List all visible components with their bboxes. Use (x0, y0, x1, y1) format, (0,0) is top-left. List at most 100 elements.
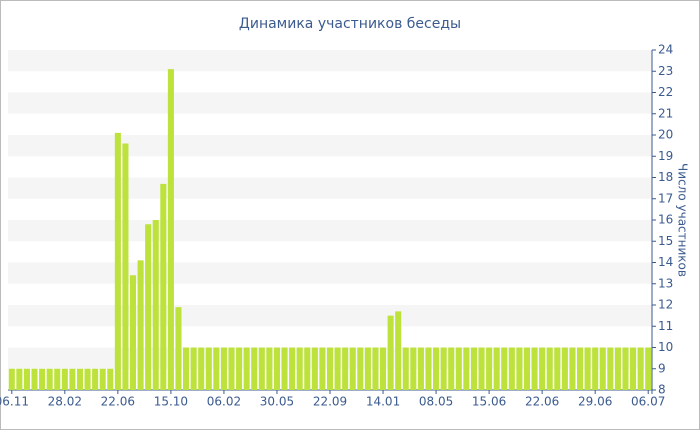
bar (183, 347, 190, 390)
chart-title: Динамика участников беседы (239, 16, 461, 32)
bar (569, 347, 576, 390)
bar (508, 347, 515, 390)
bar (584, 347, 591, 390)
bar (243, 347, 250, 390)
y-tick-label: 10 (658, 340, 673, 354)
grid-band (8, 50, 652, 72)
bar (463, 347, 470, 390)
bar (304, 347, 311, 390)
bar (417, 347, 424, 390)
bar (122, 143, 129, 390)
grid-band (8, 262, 652, 284)
bar (281, 347, 288, 390)
bar (8, 368, 15, 390)
x-tick-label: 08.05 (419, 395, 453, 409)
y-tick-label: 23 (658, 64, 673, 78)
y-tick-label: 17 (658, 191, 673, 205)
bar (531, 347, 538, 390)
bar (516, 347, 523, 390)
y-tick-label: 22 (658, 85, 673, 99)
x-tick-label: 22.06 (525, 395, 559, 409)
bar (380, 347, 387, 390)
bar (266, 347, 273, 390)
bar (448, 347, 455, 390)
bar (46, 368, 53, 390)
bar (160, 183, 167, 390)
bar (198, 347, 205, 390)
bar (311, 347, 318, 390)
bar (546, 347, 553, 390)
bar (493, 347, 500, 390)
y-tick-label: 21 (658, 106, 673, 120)
bar (622, 347, 629, 390)
bar (470, 347, 477, 390)
x-tick-label: 06.11 (0, 395, 29, 409)
bar (107, 368, 114, 390)
bar (76, 368, 84, 390)
bar (129, 275, 137, 390)
bar (228, 347, 235, 390)
x-tick-label: 06.07 (631, 395, 665, 409)
bar (486, 347, 493, 390)
grid-band (8, 177, 652, 199)
y-tick-label: 20 (658, 128, 673, 142)
bar (387, 315, 394, 390)
bar (289, 347, 296, 390)
bar (326, 347, 334, 390)
bar (372, 347, 379, 390)
bar (39, 368, 46, 390)
y-tick-label: 13 (658, 276, 673, 290)
bar (61, 368, 68, 390)
bar (425, 347, 432, 390)
bar (319, 347, 326, 390)
y-tick-label: 24 (658, 43, 673, 57)
bar (539, 347, 546, 390)
y-tick-label: 12 (658, 298, 673, 312)
bar (592, 347, 599, 390)
bar (236, 347, 243, 390)
y-tick-label: 9 (658, 361, 666, 375)
x-tick-label: 14.01 (366, 395, 400, 409)
bar (334, 347, 341, 390)
bar (99, 368, 106, 390)
bar (637, 347, 644, 390)
y-axis-label: Число участников (676, 163, 690, 277)
bar (16, 368, 23, 390)
bar (554, 347, 561, 390)
bar (576, 347, 584, 390)
bar (349, 347, 356, 390)
x-tick-label: 30.05 (260, 395, 294, 409)
bar (357, 347, 364, 390)
bar (23, 368, 30, 390)
bar (523, 347, 531, 390)
bar (645, 347, 652, 390)
grid-band (8, 220, 652, 242)
bar (190, 347, 197, 390)
bar (296, 347, 303, 390)
bar (410, 347, 417, 390)
bar (145, 224, 152, 390)
bar (364, 347, 371, 390)
bar (501, 347, 508, 390)
bar (213, 347, 220, 390)
bar (433, 347, 440, 390)
x-tick-label: 22.09 (313, 395, 347, 409)
y-tick-label: 16 (658, 213, 673, 227)
x-tick-label: 06.02 (207, 395, 241, 409)
y-tick-label: 15 (658, 234, 673, 248)
bar (561, 347, 568, 390)
bar (630, 347, 637, 390)
y-tick-label: 18 (658, 170, 673, 184)
bar (395, 311, 402, 390)
bar (273, 347, 280, 390)
grid-band (8, 135, 652, 157)
bar (342, 347, 349, 390)
bar (258, 347, 265, 390)
x-tick-label: 29.06 (578, 395, 612, 409)
grid-band (8, 305, 652, 327)
x-tick-label: 15.06 (472, 395, 506, 409)
bar (251, 347, 258, 390)
bar (205, 347, 212, 390)
bar (220, 347, 227, 390)
